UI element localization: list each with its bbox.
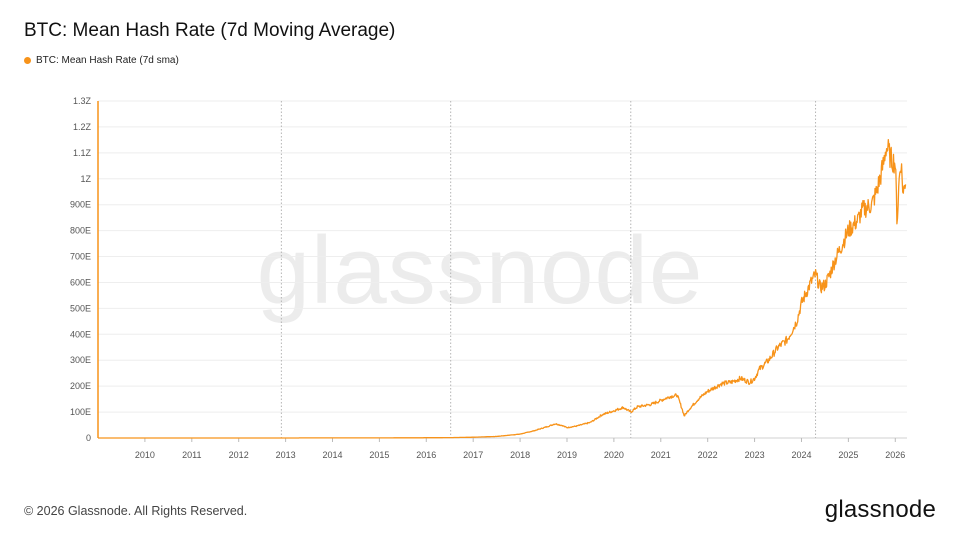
y-tick-label: 500E xyxy=(70,303,91,313)
y-tick-label: 1Z xyxy=(80,174,91,184)
x-tick-label: 2025 xyxy=(838,450,858,460)
x-tick-label: 2017 xyxy=(463,450,483,460)
x-tick-label: 2020 xyxy=(604,450,624,460)
y-tick-label: 1.1Z xyxy=(73,148,92,158)
x-tick-label: 2011 xyxy=(182,450,201,460)
chart-title: BTC: Mean Hash Rate (7d Moving Average) xyxy=(24,20,396,41)
series-layer xyxy=(97,138,907,439)
legend[interactable]: BTC: Mean Hash Rate (7d sma) xyxy=(24,55,179,66)
y-tick-label: 700E xyxy=(70,252,91,262)
x-tick-label: 2019 xyxy=(557,450,577,460)
series-line xyxy=(97,138,907,439)
copyright-text: © 2026 Glassnode. All Rights Reserved. xyxy=(24,504,248,518)
watermark: glassnode xyxy=(257,217,704,324)
y-tick-label: 900E xyxy=(70,200,91,210)
x-tick-label: 2024 xyxy=(791,450,811,460)
y-tick-label: 0 xyxy=(86,433,91,443)
x-tick-label: 2014 xyxy=(322,450,342,460)
x-tick-label: 2021 xyxy=(651,450,671,460)
y-tick-label: 800E xyxy=(70,226,91,236)
y-tick-label: 1.3Z xyxy=(73,96,92,106)
y-tick-label: 100E xyxy=(70,407,91,417)
x-tick-label: 2012 xyxy=(229,450,249,460)
y-axis: 0 100E 200E 300E 400E 500E 600E 700E 800E 900E 1Z 1… xyxy=(70,96,99,443)
y-tick-label: 400E xyxy=(70,329,91,339)
x-tick-label: 2015 xyxy=(369,450,389,460)
y-tick-label: 300E xyxy=(70,355,91,365)
x-tick-label: 2010 xyxy=(135,450,155,460)
legend-marker xyxy=(24,57,31,64)
x-tick-label: 2023 xyxy=(745,450,765,460)
x-tick-label: 2016 xyxy=(416,450,436,460)
x-tick-label: 2026 xyxy=(885,450,905,460)
legend-label: BTC: Mean Hash Rate (7d sma) xyxy=(36,55,179,66)
x-axis: 2010 2011 2012 2013 2014 2015 2016 2017 2018 2019… xyxy=(135,438,905,460)
grid-layer xyxy=(98,100,907,439)
x-tick-label: 2022 xyxy=(698,450,718,460)
x-tick-label: 2018 xyxy=(510,450,530,460)
brand-logo[interactable]: glassnode xyxy=(824,496,936,523)
y-tick-label: 1.2Z xyxy=(73,122,92,132)
y-tick-label: 600E xyxy=(70,277,91,287)
x-tick-label: 2013 xyxy=(276,450,296,460)
y-tick-label: 200E xyxy=(70,381,91,391)
